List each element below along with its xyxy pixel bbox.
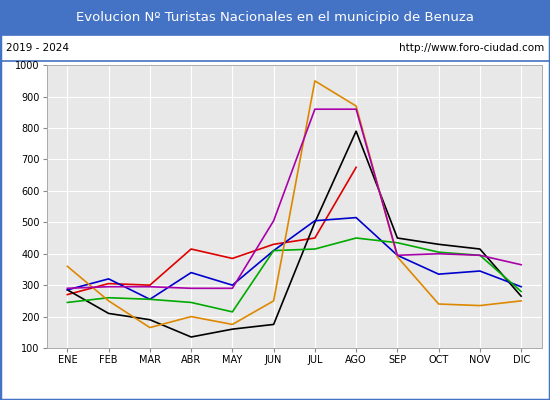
Text: http://www.foro-ciudad.com: http://www.foro-ciudad.com — [399, 43, 544, 53]
Text: Evolucion Nº Turistas Nacionales en el municipio de Benuza: Evolucion Nº Turistas Nacionales en el m… — [76, 11, 474, 24]
Text: 2019 - 2024: 2019 - 2024 — [6, 43, 69, 53]
